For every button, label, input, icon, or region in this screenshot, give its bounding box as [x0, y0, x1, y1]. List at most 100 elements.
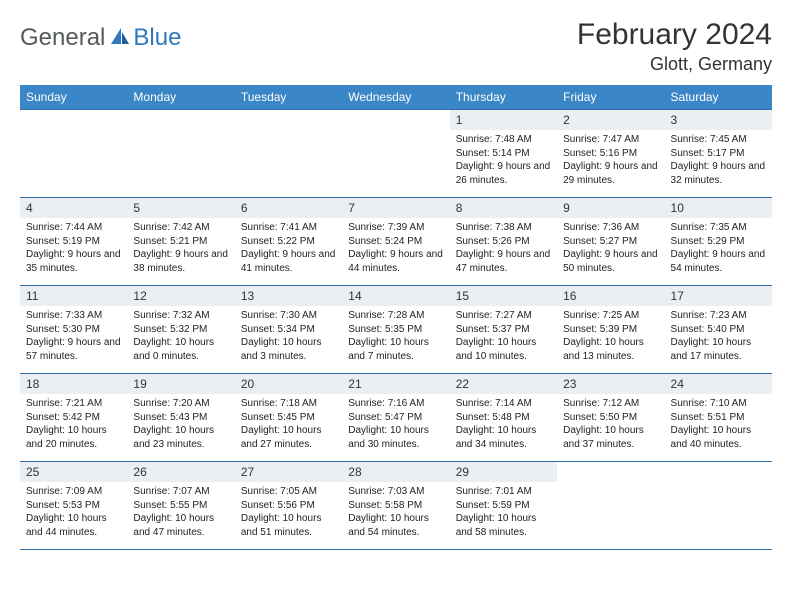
weekday-header: Monday	[127, 85, 234, 110]
sunset-line: Sunset: 5:32 PM	[133, 324, 207, 335]
day-number: 28	[342, 462, 449, 482]
day-number: 20	[235, 374, 342, 394]
day-details: Sunrise: 7:07 AMSunset: 5:55 PMDaylight:…	[127, 482, 234, 543]
day-number: 21	[342, 374, 449, 394]
sunset-line: Sunset: 5:27 PM	[563, 236, 637, 247]
sunrise-line: Sunrise: 7:35 AM	[671, 222, 747, 233]
day-number: 10	[665, 198, 772, 218]
calendar-cell: 9Sunrise: 7:36 AMSunset: 5:27 PMDaylight…	[557, 198, 664, 286]
day-details: Sunrise: 7:28 AMSunset: 5:35 PMDaylight:…	[342, 306, 449, 367]
sunrise-line: Sunrise: 7:45 AM	[671, 134, 747, 145]
calendar-cell: 6Sunrise: 7:41 AMSunset: 5:22 PMDaylight…	[235, 198, 342, 286]
calendar-cell: ..	[235, 110, 342, 198]
day-details: Sunrise: 7:32 AMSunset: 5:32 PMDaylight:…	[127, 306, 234, 367]
day-number: 29	[450, 462, 557, 482]
day-details: Sunrise: 7:09 AMSunset: 5:53 PMDaylight:…	[20, 482, 127, 543]
daylight-line: Daylight: 10 hours and 37 minutes.	[563, 425, 644, 450]
day-details: Sunrise: 7:10 AMSunset: 5:51 PMDaylight:…	[665, 394, 772, 455]
calendar-cell: 12Sunrise: 7:32 AMSunset: 5:32 PMDayligh…	[127, 286, 234, 374]
day-number: 14	[342, 286, 449, 306]
sunrise-line: Sunrise: 7:16 AM	[348, 398, 424, 409]
sunset-line: Sunset: 5:35 PM	[348, 324, 422, 335]
brand-text-general: General	[20, 24, 105, 52]
day-number: 18	[20, 374, 127, 394]
daylight-line: Daylight: 10 hours and 54 minutes.	[348, 513, 429, 538]
daylight-line: Daylight: 9 hours and 44 minutes.	[348, 249, 443, 274]
calendar-cell: 13Sunrise: 7:30 AMSunset: 5:34 PMDayligh…	[235, 286, 342, 374]
calendar-cell: 29Sunrise: 7:01 AMSunset: 5:59 PMDayligh…	[450, 462, 557, 550]
day-details: Sunrise: 7:48 AMSunset: 5:14 PMDaylight:…	[450, 130, 557, 191]
sunset-line: Sunset: 5:51 PM	[671, 412, 745, 423]
daylight-line: Daylight: 10 hours and 30 minutes.	[348, 425, 429, 450]
calendar-cell: 7 Sunrise: 7:39 AM Sunset: 5:24 PM Daylight…	[342, 198, 449, 286]
calendar-cell: ..	[127, 110, 234, 198]
calendar-table: SundayMondayTuesdayWednesdayThursdayFrid…	[20, 85, 772, 550]
sunset-line: Sunset: 5:21 PM	[133, 236, 207, 247]
day-details: Sunrise: 7:30 AM Sunset: 5:34 PM Daylight:…	[235, 306, 342, 367]
day-number: 15	[450, 286, 557, 306]
calendar-row: 18Sunrise: 7:21 AMSunset: 5:42 PMDayligh…	[20, 374, 772, 462]
daylight-line: Daylight: 9 hours and 29 minutes.	[563, 161, 658, 186]
day-details: Sunrise: 7:23 AMSunset: 5:40 PMDaylight:…	[665, 306, 772, 367]
day-number: 23	[557, 374, 664, 394]
sunset-line: Sunset: 5:17 PM	[671, 148, 745, 159]
calendar-cell: 22Sunrise: 7:14 AMSunset: 5:48 PMDayligh…	[450, 374, 557, 462]
day-number: 3	[665, 110, 772, 130]
day-details: Sunrise: 7:42 AMSunset: 5:21 PMDaylight:…	[127, 218, 234, 279]
sunrise-line: Sunrise: 7:33 AM	[26, 310, 102, 321]
day-number: 25	[20, 462, 127, 482]
sunset-line: Sunset: 5:40 PM	[671, 324, 745, 335]
daylight-line: Daylight: 10 hours and 17 minutes.	[671, 337, 752, 362]
calendar-cell: 24Sunrise: 7:10 AMSunset: 5:51 PMDayligh…	[665, 374, 772, 462]
brand-text-blue: Blue	[133, 24, 181, 52]
day-number: 2	[557, 110, 664, 130]
sunset-line: Sunset: 5:53 PM	[26, 500, 100, 511]
sunset-line: Sunset: 5:19 PM	[26, 236, 100, 247]
weekday-header: Sunday	[20, 85, 127, 110]
daylight-line: Daylight: 10 hours and 0 minutes.	[133, 337, 214, 362]
location-label: Glott, Germany	[577, 54, 772, 75]
calendar-cell: 15Sunrise: 7:27 AMSunset: 5:37 PMDayligh…	[450, 286, 557, 374]
page-header: General Blue February 2024 Glott, German…	[20, 18, 772, 75]
daylight-line: Daylight: 10 hours and 34 minutes.	[456, 425, 537, 450]
day-number: 7	[342, 198, 449, 218]
calendar-cell: 25Sunrise: 7:09 AMSunset: 5:53 PMDayligh…	[20, 462, 127, 550]
day-number: 26	[127, 462, 234, 482]
sunset-line: Sunset: 5:37 PM	[456, 324, 530, 335]
daylight-line: Daylight: 9 hours and 41 minutes.	[241, 249, 336, 274]
calendar-cell: 19Sunrise: 7:20 AMSunset: 5:43 PMDayligh…	[127, 374, 234, 462]
daylight-line: Daylight: 9 hours and 57 minutes.	[26, 337, 121, 362]
calendar-cell: 2Sunrise: 7:47 AMSunset: 5:16 PMDaylight…	[557, 110, 664, 198]
daylight-line: Daylight: 10 hours and 47 minutes.	[133, 513, 214, 538]
weekday-header: Thursday	[450, 85, 557, 110]
sunset-line: Sunset: 5:56 PM	[241, 500, 315, 511]
sunrise-line: Sunrise: 7:39 AM	[348, 222, 424, 233]
day-details: Sunrise: 7:38 AMSunset: 5:26 PMDaylight:…	[450, 218, 557, 279]
calendar-cell: 10Sunrise: 7:35 AMSunset: 5:29 PMDayligh…	[665, 198, 772, 286]
daylight-line: Daylight: 10 hours and 23 minutes.	[133, 425, 214, 450]
calendar-cell: ..	[557, 462, 664, 550]
weekday-header: Wednesday	[342, 85, 449, 110]
sunset-line: Sunset: 5:43 PM	[133, 412, 207, 423]
calendar-cell: 20Sunrise: 7:18 AMSunset: 5:45 PMDayligh…	[235, 374, 342, 462]
sunset-line: Sunset: 5:24 PM	[348, 236, 422, 247]
daylight-line: Daylight: 10 hours and 3 minutes.	[241, 337, 322, 362]
daylight-line: Daylight: 10 hours and 20 minutes.	[26, 425, 107, 450]
sunrise-line: Sunrise: 7:01 AM	[456, 486, 532, 497]
day-details: Sunrise: 7:21 AMSunset: 5:42 PMDaylight:…	[20, 394, 127, 455]
sunset-line: Sunset: 5:34 PM	[241, 324, 315, 335]
calendar-cell: 17Sunrise: 7:23 AMSunset: 5:40 PMDayligh…	[665, 286, 772, 374]
day-number: 12	[127, 286, 234, 306]
day-details: Sunrise: 7:14 AMSunset: 5:48 PMDaylight:…	[450, 394, 557, 455]
calendar-row: 11Sunrise: 7:33 AMSunset: 5:30 PMDayligh…	[20, 286, 772, 374]
sunrise-line: Sunrise: 7:42 AM	[133, 222, 209, 233]
day-number: 22	[450, 374, 557, 394]
calendar-cell: 4Sunrise: 7:44 AMSunset: 5:19 PMDaylight…	[20, 198, 127, 286]
sunrise-line: Sunrise: 7:27 AM	[456, 310, 532, 321]
calendar-cell: 16Sunrise: 7:25 AMSunset: 5:39 PMDayligh…	[557, 286, 664, 374]
day-number: 24	[665, 374, 772, 394]
sunset-line: Sunset: 5:30 PM	[26, 324, 100, 335]
sunrise-line: Sunrise: 7:30 AM	[241, 310, 317, 321]
calendar-row: 25Sunrise: 7:09 AMSunset: 5:53 PMDayligh…	[20, 462, 772, 550]
sunrise-line: Sunrise: 7:14 AM	[456, 398, 532, 409]
